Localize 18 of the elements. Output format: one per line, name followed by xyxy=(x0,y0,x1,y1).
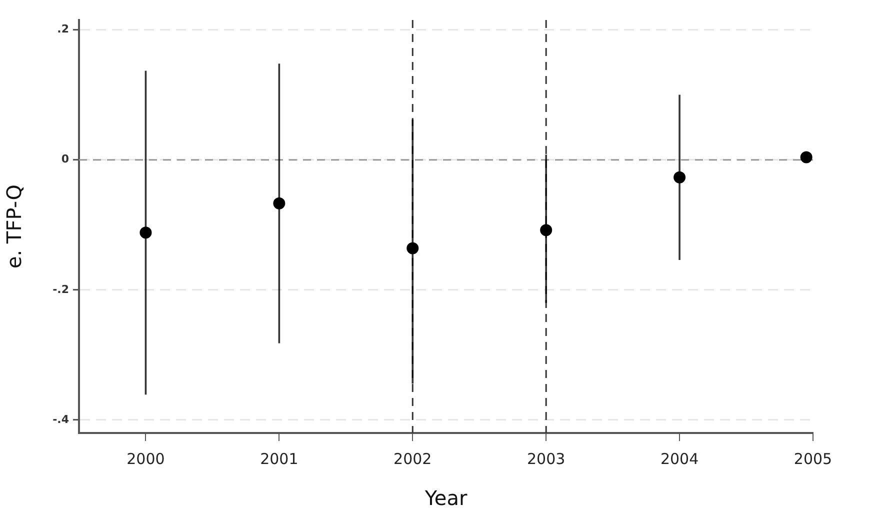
x-axis-title: Year xyxy=(424,486,468,510)
x-tick-label: 2003 xyxy=(526,450,566,468)
point xyxy=(273,197,286,210)
y-tick-label: -.2 xyxy=(52,282,69,296)
x-tick-label: 2005 xyxy=(794,450,832,468)
x-tick-label: 2002 xyxy=(394,450,432,468)
y-tick-label: .2 xyxy=(57,22,69,36)
y-axis-title: e. TFP-Q xyxy=(2,184,26,269)
point xyxy=(140,226,152,239)
point xyxy=(406,242,419,254)
x-tick-label: 2001 xyxy=(260,450,298,468)
x-tick-label: 2000 xyxy=(126,450,165,468)
y-tick-label: 0 xyxy=(61,152,70,166)
x-tick-label: 2004 xyxy=(660,450,699,468)
point xyxy=(540,224,552,236)
point xyxy=(800,151,812,164)
point xyxy=(674,171,686,184)
y-tick-label: -.4 xyxy=(52,412,70,426)
